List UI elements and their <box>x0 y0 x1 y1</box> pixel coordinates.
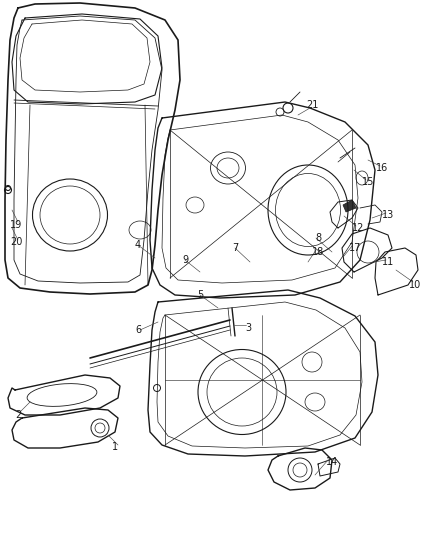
Text: 20: 20 <box>10 237 22 247</box>
Text: 18: 18 <box>312 247 324 257</box>
Text: 9: 9 <box>182 255 188 265</box>
Text: 19: 19 <box>10 220 22 230</box>
Text: 8: 8 <box>315 233 321 243</box>
Polygon shape <box>343 200 356 212</box>
Text: 17: 17 <box>349 243 361 253</box>
Text: 10: 10 <box>409 280 421 290</box>
Text: 1: 1 <box>112 442 118 452</box>
Text: 15: 15 <box>362 177 374 187</box>
Text: 12: 12 <box>352 223 364 233</box>
Text: 5: 5 <box>197 290 203 300</box>
Text: 21: 21 <box>306 100 318 110</box>
Text: 3: 3 <box>245 323 251 333</box>
Text: 4: 4 <box>135 240 141 250</box>
Text: 14: 14 <box>326 457 338 467</box>
Text: 11: 11 <box>382 257 394 267</box>
Text: 2: 2 <box>15 410 21 420</box>
Text: 13: 13 <box>382 210 394 220</box>
Text: 16: 16 <box>376 163 388 173</box>
Text: 6: 6 <box>135 325 141 335</box>
Text: 7: 7 <box>232 243 238 253</box>
